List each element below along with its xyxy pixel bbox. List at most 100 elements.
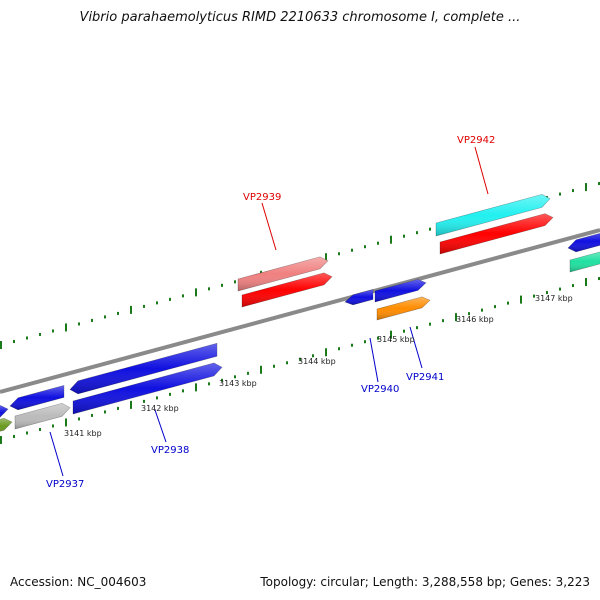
upper-row-minor-tick bbox=[78, 322, 80, 326]
lower-row-minor-tick bbox=[442, 319, 444, 323]
gene-green-left-edge[interactable] bbox=[0, 417, 13, 434]
leader-line-vp2940 bbox=[369, 337, 379, 383]
upper-row-minor-tick bbox=[338, 252, 340, 256]
lower-row-minor-tick bbox=[247, 371, 249, 375]
gene-blue-right-edge[interactable] bbox=[567, 231, 600, 253]
scale-label-3143: 3143 kbp bbox=[219, 379, 257, 388]
scale-label-3145: 3145 kbp bbox=[377, 335, 415, 344]
lower-row-minor-tick bbox=[429, 322, 431, 326]
lower-row-minor-tick bbox=[78, 417, 80, 421]
lower-row-minor-tick bbox=[208, 382, 210, 386]
gene-label-vp2941[interactable]: VP2941 bbox=[406, 372, 444, 383]
gene-label-vp2942[interactable]: VP2942 bbox=[457, 135, 495, 146]
lower-row-minor-tick bbox=[403, 329, 405, 333]
gene-vp2942-red[interactable] bbox=[439, 213, 554, 255]
upper-row-major-tick bbox=[585, 183, 587, 192]
lower-row-minor-tick bbox=[169, 392, 171, 396]
gene-features[interactable] bbox=[0, 194, 600, 434]
upper-row-minor-tick bbox=[182, 294, 184, 298]
upper-row-major-tick bbox=[130, 305, 132, 314]
accession-text: Accession: NC_004603 bbox=[10, 575, 147, 589]
gene-label-vp2938[interactable]: VP2938 bbox=[151, 445, 189, 456]
upper-row-minor-tick bbox=[572, 189, 574, 193]
upper-row-major-tick bbox=[0, 341, 2, 349]
lower-row-minor-tick bbox=[481, 308, 483, 312]
upper-row-minor-tick bbox=[26, 336, 28, 340]
gene-label-vp2939[interactable]: VP2939 bbox=[243, 192, 281, 203]
lower-row-minor-tick bbox=[338, 347, 340, 351]
upper-row-minor-tick bbox=[364, 245, 366, 249]
genome-summary-text: Topology: circular; Length: 3,288,558 bp… bbox=[260, 575, 590, 589]
map-title: Vibrio parahaemolyticus RIMD 2210633 chr… bbox=[79, 10, 521, 25]
leader-line-vp2939 bbox=[261, 202, 277, 251]
lower-row-major-tick bbox=[325, 348, 327, 357]
upper-row-major-tick bbox=[390, 235, 392, 244]
lower-row-major-tick bbox=[65, 418, 67, 427]
lower-row-major-tick bbox=[0, 436, 2, 444]
lower-row-minor-tick bbox=[377, 336, 379, 340]
lower-row-minor-tick bbox=[143, 399, 145, 403]
leader-line-vp2942 bbox=[474, 146, 489, 195]
lower-row-minor-tick bbox=[156, 396, 158, 400]
upper-row-major-tick bbox=[325, 253, 327, 262]
upper-row-minor-tick bbox=[208, 287, 210, 291]
gene-vp2941-orange[interactable] bbox=[376, 296, 431, 321]
upper-row-minor-tick bbox=[351, 248, 353, 252]
upper-row-minor-tick bbox=[221, 283, 223, 287]
leader-line-vp2937 bbox=[49, 431, 64, 477]
gene-blue-upper-long[interactable] bbox=[69, 342, 218, 395]
lower-row-major-tick bbox=[455, 313, 457, 322]
gene-label-vp2940[interactable]: VP2940 bbox=[361, 384, 399, 395]
gene-vp2939-pink[interactable] bbox=[237, 256, 329, 292]
lower-row-minor-tick bbox=[39, 427, 41, 431]
lower-row-minor-tick bbox=[494, 305, 496, 309]
scale-label-3147: 3147 kbp bbox=[535, 294, 573, 303]
gene-vp2939-red[interactable] bbox=[241, 272, 333, 308]
chromosome-backbone bbox=[0, 228, 600, 394]
gene-label-vp2937[interactable]: VP2937 bbox=[46, 479, 84, 490]
upper-row-minor-tick bbox=[91, 318, 93, 322]
scale-label-3144: 3144 kbp bbox=[298, 357, 336, 366]
gene-vp2937-blue[interactable] bbox=[9, 385, 65, 411]
lower-row-major-tick bbox=[260, 365, 262, 374]
lower-row-minor-tick bbox=[26, 431, 28, 435]
lower-row-minor-tick bbox=[273, 364, 275, 368]
upper-row-minor-tick bbox=[52, 329, 54, 333]
upper-row-minor-tick bbox=[143, 304, 145, 308]
gene-vp2942-cyan[interactable] bbox=[435, 194, 551, 237]
lower-row-minor-tick bbox=[117, 406, 119, 410]
gene-blue-left-edge[interactable] bbox=[0, 404, 9, 420]
upper-row-minor-tick bbox=[156, 301, 158, 305]
lower-row-major-tick bbox=[390, 330, 392, 339]
upper-row-minor-tick bbox=[403, 234, 405, 238]
gene-vp2938-blue[interactable] bbox=[72, 362, 223, 415]
upper-row-minor-tick bbox=[39, 332, 41, 336]
scale-label-3146: 3146 kbp bbox=[456, 315, 494, 324]
upper-row-minor-tick bbox=[234, 280, 236, 284]
lower-row-minor-tick bbox=[299, 357, 301, 361]
lower-row-minor-tick bbox=[286, 361, 288, 365]
upper-row-minor-tick bbox=[117, 311, 119, 315]
lower-row-minor-tick bbox=[598, 277, 600, 281]
lower-row-minor-tick bbox=[182, 389, 184, 393]
upper-row-major-tick bbox=[65, 323, 67, 332]
upper-row-minor-tick bbox=[377, 241, 379, 245]
gene-vp2941-blue[interactable] bbox=[374, 279, 427, 303]
upper-row-minor-tick bbox=[416, 231, 418, 235]
lower-row-minor-tick bbox=[312, 354, 314, 358]
upper-row-minor-tick bbox=[104, 315, 106, 319]
lower-row-minor-tick bbox=[546, 291, 548, 295]
lower-row-minor-tick bbox=[533, 294, 535, 298]
scale-label-3142: 3142 kbp bbox=[141, 404, 179, 413]
lower-row-major-tick bbox=[585, 278, 587, 287]
gene-teal-right-edge[interactable] bbox=[569, 251, 600, 273]
lower-row-minor-tick bbox=[13, 434, 15, 438]
gene-gray[interactable] bbox=[14, 402, 71, 430]
gene-vp2940-blue[interactable] bbox=[344, 289, 374, 306]
lower-row-major-tick bbox=[520, 295, 522, 304]
lower-row-minor-tick bbox=[364, 340, 366, 344]
leader-line-vp2938 bbox=[154, 409, 167, 443]
scale-label-3141: 3141 kbp bbox=[64, 429, 102, 438]
lower-row-major-tick bbox=[130, 400, 132, 409]
